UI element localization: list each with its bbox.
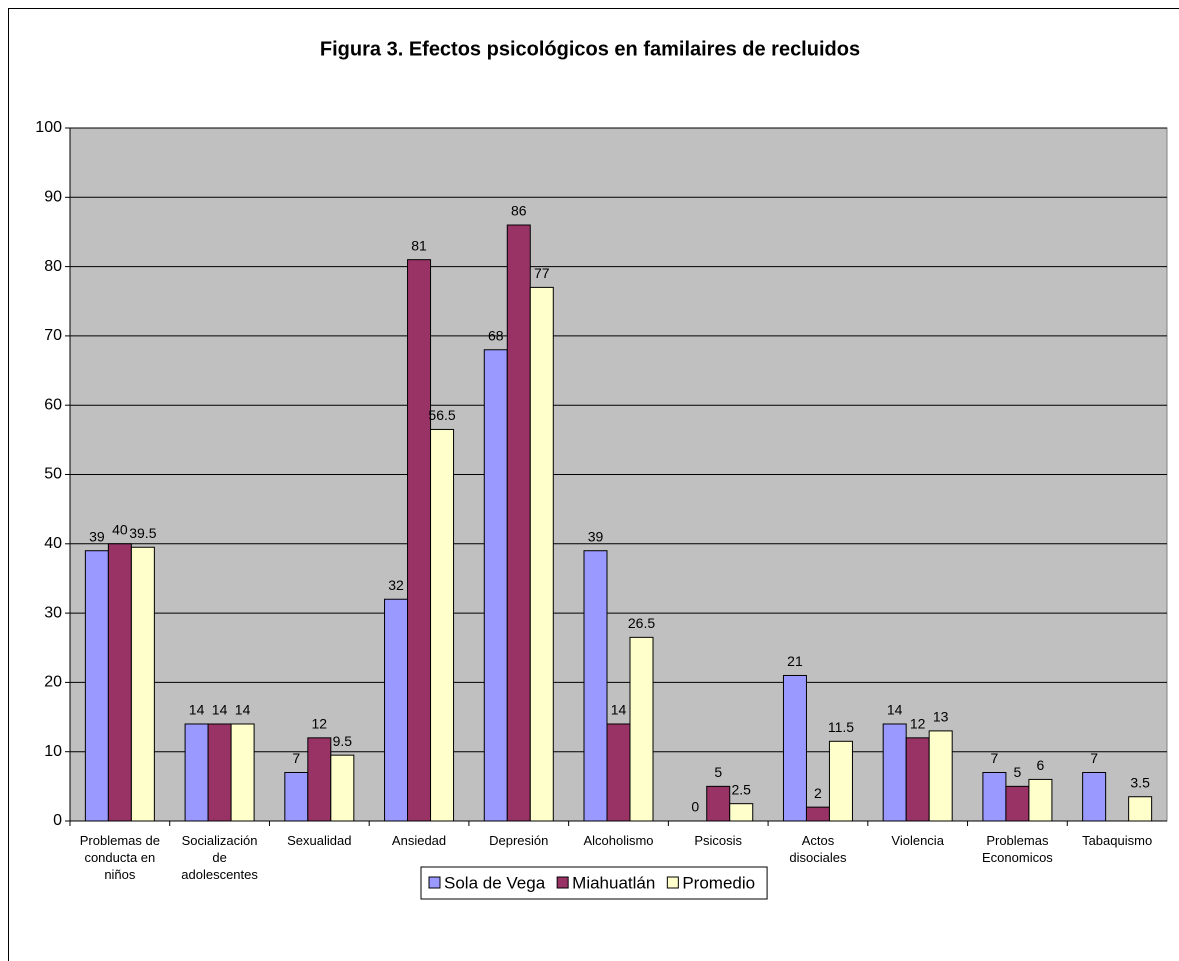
x-tick-label: Psicosis <box>694 833 742 848</box>
bar <box>828 740 853 822</box>
chart-title: Figura 3. Efectos psicológicos en famila… <box>320 38 860 60</box>
bar <box>107 543 132 822</box>
y-tick-label: 40 <box>44 535 62 552</box>
data-label: 56.5 <box>428 407 455 423</box>
bar <box>782 674 807 822</box>
data-label: 77 <box>534 265 550 281</box>
y-tick-label: 10 <box>44 743 62 760</box>
x-tick-label: Socialización de adolescentes <box>181 833 258 882</box>
y-tick-label: 90 <box>44 189 62 206</box>
y-tick-label: 50 <box>44 466 62 483</box>
bar <box>184 723 209 822</box>
data-label: 5 <box>714 764 722 780</box>
bar <box>529 286 554 822</box>
bar <box>905 737 930 822</box>
data-label: 39.5 <box>129 525 156 541</box>
data-label: 11.5 <box>828 719 854 735</box>
y-tick-label: 30 <box>44 604 62 621</box>
x-tick-label: Violencia <box>891 833 944 848</box>
data-label: 39 <box>588 528 604 544</box>
data-label: 7 <box>991 750 999 766</box>
data-label: 2 <box>814 785 822 801</box>
bar <box>1128 796 1153 822</box>
data-label: 7 <box>1090 750 1098 766</box>
bar <box>230 723 255 822</box>
bar <box>483 349 508 822</box>
data-label: 14 <box>235 702 251 718</box>
legend-box <box>420 866 768 900</box>
bar <box>307 737 332 822</box>
bar <box>407 259 432 822</box>
x-tick-label: Ansiedad <box>392 833 446 848</box>
data-label: 5 <box>1014 764 1022 780</box>
legend-swatch <box>428 876 441 889</box>
legend-label: Sola de Vega <box>444 873 546 892</box>
bar <box>982 771 1007 822</box>
bar <box>1005 785 1030 822</box>
data-label: 14 <box>611 702 627 718</box>
x-tick-label: Problemas de conducta en niños <box>80 833 160 882</box>
bar <box>1028 778 1053 822</box>
data-label: 32 <box>388 577 404 593</box>
y-tick-label: 80 <box>44 258 62 275</box>
bar <box>629 636 654 822</box>
data-label: 26.5 <box>628 615 655 631</box>
bar <box>284 771 309 822</box>
data-label: 86 <box>511 203 527 219</box>
data-label: 12 <box>312 716 328 732</box>
data-label: 2.5 <box>731 781 751 797</box>
data-label: 21 <box>787 653 803 669</box>
bar <box>384 598 409 822</box>
bar <box>130 546 155 822</box>
data-label: 14 <box>212 702 228 718</box>
data-label: 9.5 <box>333 733 353 749</box>
bar <box>330 754 355 822</box>
data-label: 14 <box>887 702 903 718</box>
bar <box>729 803 754 822</box>
bar <box>583 550 608 822</box>
data-label: 13 <box>933 709 949 725</box>
data-label: 39 <box>89 528 105 544</box>
data-label: 12 <box>910 716 926 732</box>
y-tick-label: 100 <box>35 119 62 136</box>
bar <box>606 723 631 822</box>
bar <box>805 806 830 822</box>
legend-label: Promedio <box>682 873 755 892</box>
x-tick-label: Depresión <box>489 833 548 848</box>
x-tick-label: Sexualidad <box>287 833 351 848</box>
bar <box>430 428 455 822</box>
bar <box>928 730 953 822</box>
data-label: 7 <box>292 750 300 766</box>
bar <box>706 785 731 822</box>
y-tick-label: 70 <box>44 327 62 344</box>
data-label: 0 <box>691 799 699 815</box>
x-tick-label: Alcoholismo <box>583 833 653 848</box>
data-label: 6 <box>1037 757 1045 773</box>
data-label: 3.5 <box>1130 774 1150 790</box>
legend-label: Miahuatlán <box>572 873 655 892</box>
y-tick-label: 60 <box>44 396 62 413</box>
bar <box>882 723 907 822</box>
y-tick-label: 20 <box>44 674 62 691</box>
bar <box>207 723 232 822</box>
data-label: 68 <box>488 327 504 343</box>
bar <box>1082 771 1107 822</box>
legend-swatch <box>556 876 569 889</box>
data-label: 40 <box>112 522 128 538</box>
y-tick-label: 0 <box>53 812 62 829</box>
x-tick-label: Problemas Economicos <box>982 833 1053 865</box>
data-label: 14 <box>189 702 205 718</box>
data-label: 81 <box>411 237 427 253</box>
legend-swatch <box>666 876 679 889</box>
bar <box>506 224 531 822</box>
x-tick-label: Tabaquismo <box>1082 833 1152 848</box>
x-tick-label: Actos disociales <box>789 833 847 865</box>
bar <box>84 550 109 822</box>
